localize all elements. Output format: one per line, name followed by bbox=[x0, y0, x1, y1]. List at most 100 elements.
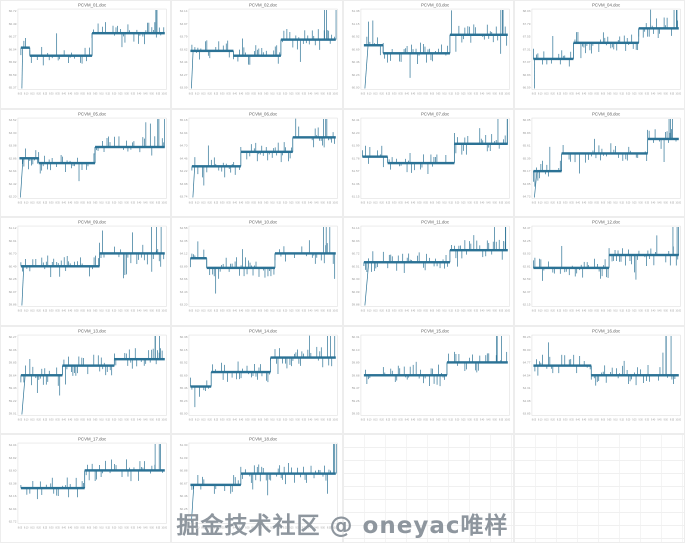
y-tick-label: 63.60 bbox=[9, 469, 17, 473]
x-tick-label: 9:30 bbox=[638, 202, 643, 204]
x-tick-label: 9:35 bbox=[645, 419, 650, 421]
x-tick-label: 8:55 bbox=[81, 311, 86, 313]
x-tick-label: 9:20 bbox=[112, 528, 117, 530]
x-tick-label: 9:20 bbox=[454, 419, 459, 421]
x-tick-label: 9:45 bbox=[657, 202, 662, 204]
x-tick-label: 9:05 bbox=[264, 311, 269, 313]
x-tick-label: 8:30 bbox=[563, 94, 568, 96]
x-tick-label: 9:25 bbox=[461, 419, 466, 421]
y-tick-label: 62.72 bbox=[9, 520, 17, 524]
x-tick-label: 9:55 bbox=[498, 311, 503, 313]
chart-title: PCVM_16.doc bbox=[592, 328, 621, 333]
x-tick-label: 8:15 bbox=[544, 419, 549, 421]
x-tick-label: 8:40 bbox=[62, 528, 67, 530]
x-tick-label: 8:15 bbox=[373, 419, 378, 421]
x-tick-label: 9:25 bbox=[461, 311, 466, 313]
x-tick-label: 9:05 bbox=[607, 311, 612, 313]
x-tick-label: 8:55 bbox=[423, 311, 428, 313]
x-tick-label: 8:15 bbox=[544, 311, 549, 313]
x-tick-label: 8:25 bbox=[214, 528, 219, 530]
x-tick-label: 9:50 bbox=[321, 202, 326, 204]
x-tick-label: 8:05 bbox=[18, 311, 23, 313]
x-tick-label: 9:20 bbox=[112, 94, 117, 96]
x-tick-label: 8:25 bbox=[214, 202, 219, 204]
x-tick-label: 9:10 bbox=[271, 419, 276, 421]
x-tick-label: 9:55 bbox=[670, 419, 675, 421]
x-tick-label: 8:05 bbox=[189, 419, 194, 421]
x-tick-label: 9:55 bbox=[670, 202, 675, 204]
x-tick-label: 9:00 bbox=[429, 419, 434, 421]
x-tick-label: 8:45 bbox=[239, 311, 244, 313]
x-tick-label: 9:30 bbox=[124, 202, 129, 204]
x-tick-label: 9:05 bbox=[607, 202, 612, 204]
chart-cell: PCVM_06.doc 65.18 64.94 64.70 64.46 64.22 63.9… bbox=[171, 108, 343, 218]
x-tick-label: 9:00 bbox=[601, 94, 606, 96]
x-tick-label: 9:55 bbox=[498, 202, 503, 204]
x-tick-label: 8:35 bbox=[227, 202, 232, 204]
y-tick-label: 63.27 bbox=[180, 73, 188, 77]
y-tick-label: 61.09 bbox=[180, 456, 188, 460]
x-tick-label: 8:40 bbox=[404, 311, 409, 313]
x-tick-label: 8:50 bbox=[74, 202, 79, 204]
x-tick-label: 8:05 bbox=[189, 528, 194, 530]
x-tick-label: 9:55 bbox=[156, 311, 161, 313]
x-tick-label: 8:50 bbox=[588, 202, 593, 204]
y-tick-label: 59.43 bbox=[9, 386, 17, 390]
x-tick-label: 8:10 bbox=[24, 202, 29, 204]
x-tick-label: 9:00 bbox=[258, 528, 263, 530]
y-tick-label: 68.03 bbox=[522, 9, 530, 13]
x-tick-label: 8:30 bbox=[392, 202, 397, 204]
x-tick-label: 9:20 bbox=[454, 202, 459, 204]
chart-plot: PCVM_06.doc 65.18 64.94 64.70 64.46 64.22 63.9… bbox=[180, 111, 339, 204]
x-tick-label: 9:50 bbox=[492, 311, 497, 313]
x-tick-label: 8:55 bbox=[252, 419, 257, 421]
x-tick-label: 8:05 bbox=[532, 419, 537, 421]
x-tick-label: 8:15 bbox=[30, 311, 35, 313]
x-tick-label: 9:00 bbox=[258, 419, 263, 421]
x-tick-label: 9:50 bbox=[663, 94, 668, 96]
x-tick-label: 8:35 bbox=[569, 94, 574, 96]
y-tick-label: 61.15 bbox=[351, 22, 359, 26]
y-tick-label: 63.85 bbox=[522, 411, 530, 415]
x-tick-label: 9:35 bbox=[473, 311, 478, 313]
y-tick-label: 66.59 bbox=[522, 86, 530, 90]
chart-title: PCVM_14.doc bbox=[249, 328, 278, 333]
x-tick-label: 8:50 bbox=[246, 202, 251, 204]
x-tick-label: 8:20 bbox=[208, 419, 213, 421]
x-tick-label: 9:25 bbox=[289, 311, 294, 313]
x-tick-label: 8:30 bbox=[392, 94, 397, 96]
y-tick-label: 63.20 bbox=[180, 303, 188, 307]
x-tick-label: 8:50 bbox=[588, 311, 593, 313]
chart-title: PCVM_13.doc bbox=[78, 328, 107, 333]
x-tick-label: 9:25 bbox=[118, 528, 123, 530]
x-tick-label: 9:00 bbox=[87, 419, 92, 421]
chart-plot: PCVM_05.doc 63.52 63.30 63.08 62.86 62.64 62.4… bbox=[9, 111, 168, 204]
x-tick-label: 8:25 bbox=[557, 94, 562, 96]
x-tick-label: 8:50 bbox=[588, 419, 593, 421]
x-tick-label: 8:20 bbox=[550, 94, 555, 96]
x-tick-label: 9:10 bbox=[613, 311, 618, 313]
x-tick-label: 8:20 bbox=[379, 419, 384, 421]
y-tick-label: 60.46 bbox=[351, 60, 359, 64]
x-tick-label: 9:00 bbox=[429, 311, 434, 313]
x-tick-label: 9:40 bbox=[651, 202, 656, 204]
x-tick-label: 8:35 bbox=[398, 311, 403, 313]
chart-title: PCVM_17.doc bbox=[78, 437, 107, 442]
x-tick-label: 10:00 bbox=[675, 311, 681, 313]
x-tick-label: 8:15 bbox=[30, 419, 35, 421]
x-tick-label: 9:00 bbox=[87, 528, 92, 530]
x-tick-label: 9:55 bbox=[156, 528, 161, 530]
y-tick-label: 60.72 bbox=[351, 252, 359, 256]
x-tick-label: 9:15 bbox=[448, 419, 453, 421]
x-tick-label: 9:15 bbox=[619, 419, 624, 421]
y-tick-label: 67.07 bbox=[522, 60, 530, 64]
x-tick-label: 8:35 bbox=[227, 419, 232, 421]
x-tick-label: 9:40 bbox=[651, 94, 656, 96]
x-tick-label: 8:05 bbox=[360, 311, 365, 313]
x-tick-label: 9:30 bbox=[638, 419, 643, 421]
x-tick-label: 9:45 bbox=[657, 94, 662, 96]
x-tick-label: 8:25 bbox=[43, 419, 48, 421]
x-tick-label: 8:20 bbox=[208, 94, 213, 96]
x-tick-label: 8:10 bbox=[24, 528, 29, 530]
